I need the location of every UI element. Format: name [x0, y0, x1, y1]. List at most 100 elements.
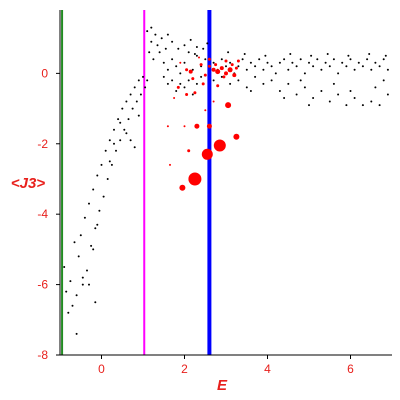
black-point-108	[287, 68, 290, 71]
black-point-120	[337, 72, 340, 75]
red-point-38	[183, 125, 186, 128]
black-point-154	[386, 93, 389, 96]
red-point-25	[193, 91, 197, 95]
black-point-28	[108, 139, 111, 142]
black-point-1	[65, 290, 68, 293]
red-point-31	[187, 149, 191, 153]
red-point-1	[213, 139, 226, 152]
red-point-13	[232, 73, 237, 78]
black-point-18	[100, 163, 103, 166]
red-point-0	[188, 172, 202, 186]
y-tick-label: -6	[37, 278, 48, 292]
black-point-128	[370, 68, 373, 71]
black-point-132	[386, 68, 389, 71]
black-point-149	[345, 104, 348, 107]
x-tick-label: 6	[347, 362, 354, 376]
black-point-104	[270, 65, 273, 68]
black-point-160	[299, 79, 302, 82]
black-point-176	[384, 54, 387, 57]
red-point-23	[201, 82, 205, 86]
red-point-32	[207, 57, 211, 61]
black-point-43	[139, 93, 142, 96]
red-point-35	[212, 100, 215, 103]
black-point-107	[283, 58, 286, 61]
black-point-133	[212, 79, 215, 82]
black-point-60	[158, 51, 161, 54]
red-point-33	[236, 59, 240, 63]
black-point-162	[382, 79, 385, 82]
black-point-27	[106, 178, 109, 180]
x-axis-title: E	[217, 377, 228, 394]
black-point-35	[123, 128, 126, 131]
black-point-8	[79, 234, 82, 237]
red-point-11	[224, 71, 228, 76]
black-point-22	[75, 294, 78, 297]
black-point-38	[129, 93, 132, 96]
black-point-151	[361, 104, 364, 107]
black-point-161	[332, 82, 335, 85]
black-point-117	[324, 61, 327, 64]
black-point-17	[98, 209, 101, 212]
black-point-175	[368, 53, 371, 55]
black-point-148	[337, 93, 340, 96]
black-point-113	[308, 61, 310, 64]
black-point-2	[67, 311, 70, 314]
black-point-172	[310, 54, 313, 57]
black-point-47	[113, 142, 115, 145]
black-point-130	[378, 65, 381, 68]
red-point-30	[169, 163, 171, 166]
black-point-119	[332, 58, 335, 61]
red-point-20	[199, 63, 203, 67]
black-point-174	[347, 54, 350, 57]
x-tick-label: 4	[264, 362, 271, 376]
black-point-118	[328, 65, 331, 68]
black-point-134	[220, 75, 223, 78]
black-point-74	[166, 82, 169, 85]
black-point-101	[258, 58, 261, 61]
red-point-10	[219, 66, 224, 71]
black-point-53	[146, 30, 149, 33]
black-point-86	[189, 38, 192, 41]
red-point-36	[204, 109, 207, 112]
black-point-136	[237, 79, 240, 82]
black-point-48	[119, 121, 122, 124]
y-tick-label: -4	[37, 207, 48, 221]
black-point-111	[299, 58, 302, 61]
red-point-8	[211, 67, 216, 72]
black-point-93	[225, 65, 227, 68]
black-point-116	[320, 68, 323, 71]
red-point-17	[188, 69, 193, 74]
black-point-155	[308, 104, 310, 107]
red-point-12	[227, 67, 233, 73]
black-point-54	[150, 26, 153, 29]
black-point-78	[183, 86, 186, 89]
black-point-9	[81, 283, 84, 286]
black-point-163	[166, 33, 169, 36]
black-point-171	[289, 53, 292, 55]
black-point-14	[92, 188, 95, 191]
black-point-6	[75, 332, 78, 335]
red-point-27	[176, 85, 180, 89]
black-point-39	[131, 107, 134, 110]
red-point-16	[203, 73, 207, 77]
black-point-114	[312, 65, 315, 68]
black-point-25	[96, 223, 99, 226]
data-points	[63, 26, 389, 335]
red-point-18	[185, 68, 189, 72]
black-point-65	[175, 65, 178, 68]
black-point-36	[125, 100, 128, 103]
black-point-82	[200, 75, 203, 78]
black-point-84	[177, 47, 180, 50]
black-point-169	[243, 53, 246, 55]
x-tick-label: 2	[181, 362, 188, 376]
black-point-158	[374, 86, 377, 89]
black-point-76	[175, 90, 178, 92]
black-point-67	[183, 61, 186, 64]
red-point-2	[201, 148, 213, 160]
black-point-15	[94, 227, 97, 230]
black-point-66	[179, 72, 182, 75]
red-point-24	[185, 93, 189, 96]
y-tick-label: -8	[37, 348, 48, 362]
black-point-167	[206, 42, 209, 45]
